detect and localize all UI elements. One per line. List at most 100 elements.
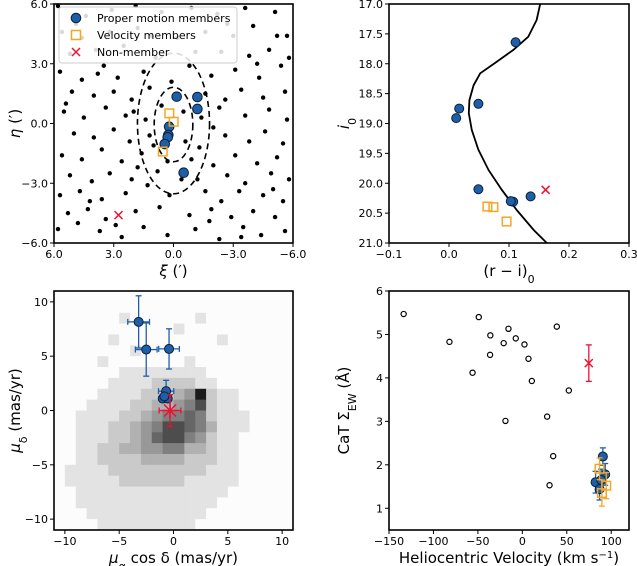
density-bin (54, 312, 66, 325)
density-bin (75, 301, 88, 314)
density-bin (282, 367, 293, 379)
density-bin (86, 334, 98, 346)
axis-label-sub: δ (17, 436, 30, 443)
field-star-point (272, 214, 278, 220)
x-tick-label: −6.0 (280, 248, 307, 261)
density-bin (206, 301, 218, 314)
member-point (192, 103, 203, 115)
density-bin (130, 443, 142, 455)
member-point (454, 103, 465, 114)
field-star-point (57, 193, 63, 198)
field-star-point (239, 87, 244, 92)
field-star-point (181, 109, 186, 114)
density-bin (86, 291, 98, 303)
field-star-point (284, 117, 290, 122)
field-star-point (97, 228, 103, 234)
density-bin (119, 388, 131, 401)
density-bin (119, 464, 131, 477)
y-tick-label: 5 (41, 350, 48, 363)
field-star-point (266, 107, 272, 112)
y-axis-label: CaT ΣEW (Å) (334, 367, 359, 455)
field-star-point (250, 208, 256, 214)
field-star-point (233, 153, 238, 158)
density-bin (195, 345, 207, 357)
density-bin (173, 421, 185, 433)
legend-entry: Velocity members (97, 29, 196, 42)
density-bin (271, 519, 283, 530)
density-bin (97, 486, 109, 498)
density-bin (227, 486, 240, 498)
density-bin (97, 356, 109, 368)
field-star-point (89, 179, 95, 184)
field-star-point (217, 236, 222, 242)
density-bin (173, 475, 185, 488)
field-star-point (159, 103, 164, 108)
legend-box (58, 6, 238, 64)
axis-label-rest: (mas/yr) (6, 368, 24, 436)
axes-frame (388, 290, 630, 531)
density-bin (238, 367, 251, 379)
density-bin (282, 377, 293, 390)
field-star-point (258, 232, 264, 238)
density-bin (184, 345, 196, 357)
axis-label-sub: 0 (528, 273, 535, 286)
density-bin (260, 399, 272, 411)
density-bin (249, 334, 261, 346)
velocity-member-point (157, 146, 168, 157)
y-tick-label: 0 (41, 405, 48, 418)
x-tick-label: −3.0 (220, 248, 247, 261)
field-star-point (207, 218, 212, 224)
plot-area (400, 310, 612, 507)
x-tick-label: −5 (111, 535, 127, 548)
density-bin (75, 323, 88, 335)
density-bin (227, 323, 240, 335)
density-bin (238, 301, 251, 314)
field-star-point (165, 159, 170, 164)
legend-entry: Proper motion members (97, 12, 231, 25)
density-bin (184, 334, 196, 346)
x-tick-label: 10 (275, 535, 289, 548)
field-star-point (525, 355, 532, 362)
density-bin (140, 301, 153, 314)
member-point (510, 37, 521, 48)
y-tick-label: 18.5 (359, 88, 384, 101)
density-bin (140, 475, 153, 488)
density-bin (162, 367, 174, 379)
density-bin (238, 443, 251, 455)
field-star-point (123, 113, 128, 118)
field-star-point (189, 157, 194, 162)
half-light-ellipse (136, 52, 211, 195)
density-bin (195, 399, 207, 411)
member-point (525, 191, 536, 202)
member-point (171, 91, 182, 102)
density-bin (54, 475, 66, 488)
density-bin (249, 475, 261, 488)
density-bin (119, 356, 131, 368)
density-bin (130, 291, 142, 303)
density-bin (227, 377, 240, 390)
field-star-point (169, 79, 174, 84)
nonmember-point (584, 358, 594, 368)
density-bin (216, 443, 229, 455)
density-bin (86, 475, 98, 488)
axis-label-rest: cos δ (mas/yr) (126, 549, 238, 566)
field-star-point (75, 220, 81, 226)
density-bin (54, 367, 66, 379)
field-star-point (141, 224, 146, 230)
field-star-point (278, 63, 284, 68)
density-bin (119, 508, 131, 520)
density-bin (162, 443, 174, 455)
density-bin (130, 388, 142, 401)
density-bin (260, 356, 272, 368)
density-bin (140, 410, 153, 422)
y-tick-label: 4 (376, 372, 383, 385)
density-bin (108, 377, 120, 390)
field-star-point (107, 171, 112, 176)
density-bin (75, 356, 88, 368)
y-axis-label: i0 (335, 118, 359, 129)
density-bin (271, 421, 283, 433)
y-tick-label: −6.0 (21, 237, 48, 250)
density-bin (119, 486, 131, 498)
field-star-point (282, 228, 288, 234)
